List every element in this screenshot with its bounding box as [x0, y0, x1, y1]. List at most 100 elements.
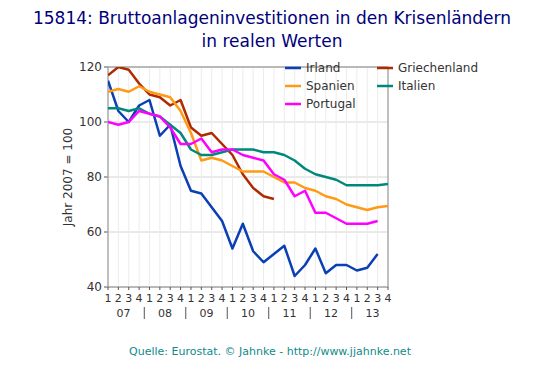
x-tick-label: 1 [105, 292, 112, 305]
x-tick-label: 4 [136, 292, 143, 305]
x-tick-label: 4 [302, 292, 309, 305]
grid-line-x [242, 67, 243, 287]
year-label: 12 [324, 307, 338, 320]
series-line [108, 81, 378, 276]
subtitle: in realen Werten [202, 31, 343, 51]
title: 15814: Bruttoanlageninvestitionen in den… [33, 8, 511, 28]
legend-swatch [285, 67, 301, 70]
x-tick [253, 287, 254, 290]
year-separator [144, 307, 145, 319]
x-tick [263, 287, 264, 290]
y-tick [104, 287, 108, 288]
series-group [108, 67, 388, 276]
x-tick-label: 3 [374, 292, 381, 305]
x-tick-label: 1 [270, 292, 277, 305]
y-tick-label: 40 [87, 280, 102, 294]
x-tick-label: 1 [146, 292, 153, 305]
x-tick-label: 2 [322, 292, 329, 305]
grid-line [108, 177, 388, 178]
x-tick [294, 287, 295, 290]
x-tick [377, 287, 378, 290]
x-tick [222, 287, 223, 290]
x-tick-label: 4 [219, 292, 226, 305]
x-tick [128, 287, 129, 290]
grid-line-x [128, 67, 129, 287]
x-tick [273, 287, 274, 290]
grid-line [108, 122, 388, 123]
x-tick-label: 1 [187, 292, 194, 305]
y-tick [104, 122, 108, 123]
grid-line-x [201, 67, 202, 287]
x-tick [242, 287, 243, 290]
grid-line [108, 232, 388, 233]
x-tick [190, 287, 191, 290]
x-tick-label: 3 [167, 292, 174, 305]
x-tick [346, 287, 347, 290]
series-line [108, 108, 388, 185]
x-tick-label: 2 [364, 292, 371, 305]
year-label: 10 [241, 307, 255, 320]
legend-swatch [377, 85, 393, 88]
x-tick-label: 1 [229, 292, 236, 305]
x-tick-label: 4 [260, 292, 267, 305]
y-tick-label: 60 [87, 225, 102, 239]
year-label: 08 [158, 307, 172, 320]
x-tick-label: 4 [385, 292, 392, 305]
legend-swatch [285, 103, 301, 106]
x-tick [211, 287, 212, 290]
x-tick [284, 287, 285, 290]
y-tick [104, 177, 108, 178]
legend-label: Italien [398, 79, 435, 93]
x-tick [201, 287, 202, 290]
x-tick-label: 2 [281, 292, 288, 305]
year-separator [351, 307, 352, 319]
year-label: 13 [365, 307, 379, 320]
x-tick [232, 287, 233, 290]
x-tick [159, 287, 160, 290]
year-separator [227, 307, 228, 319]
grid-line-x [139, 67, 140, 287]
year-label: 09 [200, 307, 214, 320]
x-tick [325, 287, 326, 290]
grid-line-x [118, 67, 119, 287]
year-separator [185, 307, 186, 319]
grid-line-x [367, 67, 368, 287]
x-tick-label: 2 [198, 292, 205, 305]
year-separator [268, 307, 269, 319]
grid-line-x [356, 67, 357, 287]
x-tick-label: 4 [343, 292, 350, 305]
x-tick-label: 3 [125, 292, 132, 305]
legend-swatch [377, 67, 393, 70]
x-tick [170, 287, 171, 290]
legend-label: Griechenland [398, 61, 478, 75]
x-tick-label: 1 [353, 292, 360, 305]
x-tick-label: 3 [250, 292, 257, 305]
x-tick [367, 287, 368, 290]
x-tick [336, 287, 337, 290]
grid-line-x [170, 67, 171, 287]
chart: 15814: Bruttoanlageninvestitionen in den… [0, 0, 539, 367]
grid-line-x [190, 67, 191, 287]
x-tick-label: 3 [333, 292, 340, 305]
x-tick [118, 287, 119, 290]
y-tick-label: 100 [79, 115, 102, 129]
x-tick-label: 4 [177, 292, 184, 305]
x-tick [180, 287, 181, 290]
y-tick-label: 120 [79, 60, 102, 74]
x-tick-label: 2 [115, 292, 122, 305]
legend-label: Irland [306, 61, 340, 75]
y-tick [104, 67, 108, 68]
y-tick [104, 232, 108, 233]
legend-swatch [285, 85, 301, 88]
x-tick [388, 287, 389, 290]
plot-frame [108, 67, 388, 287]
y-tick-label: 80 [87, 170, 102, 184]
grid-line-x [232, 67, 233, 287]
series-line [108, 86, 388, 210]
x-tick [108, 287, 109, 290]
x-tick [139, 287, 140, 290]
source: Quelle: Eurostat. © Jahnke - http://www.… [129, 345, 412, 358]
x-tick-label: 1 [312, 292, 319, 305]
legend-label: Spanien [306, 79, 355, 93]
x-tick-label: 2 [239, 292, 246, 305]
